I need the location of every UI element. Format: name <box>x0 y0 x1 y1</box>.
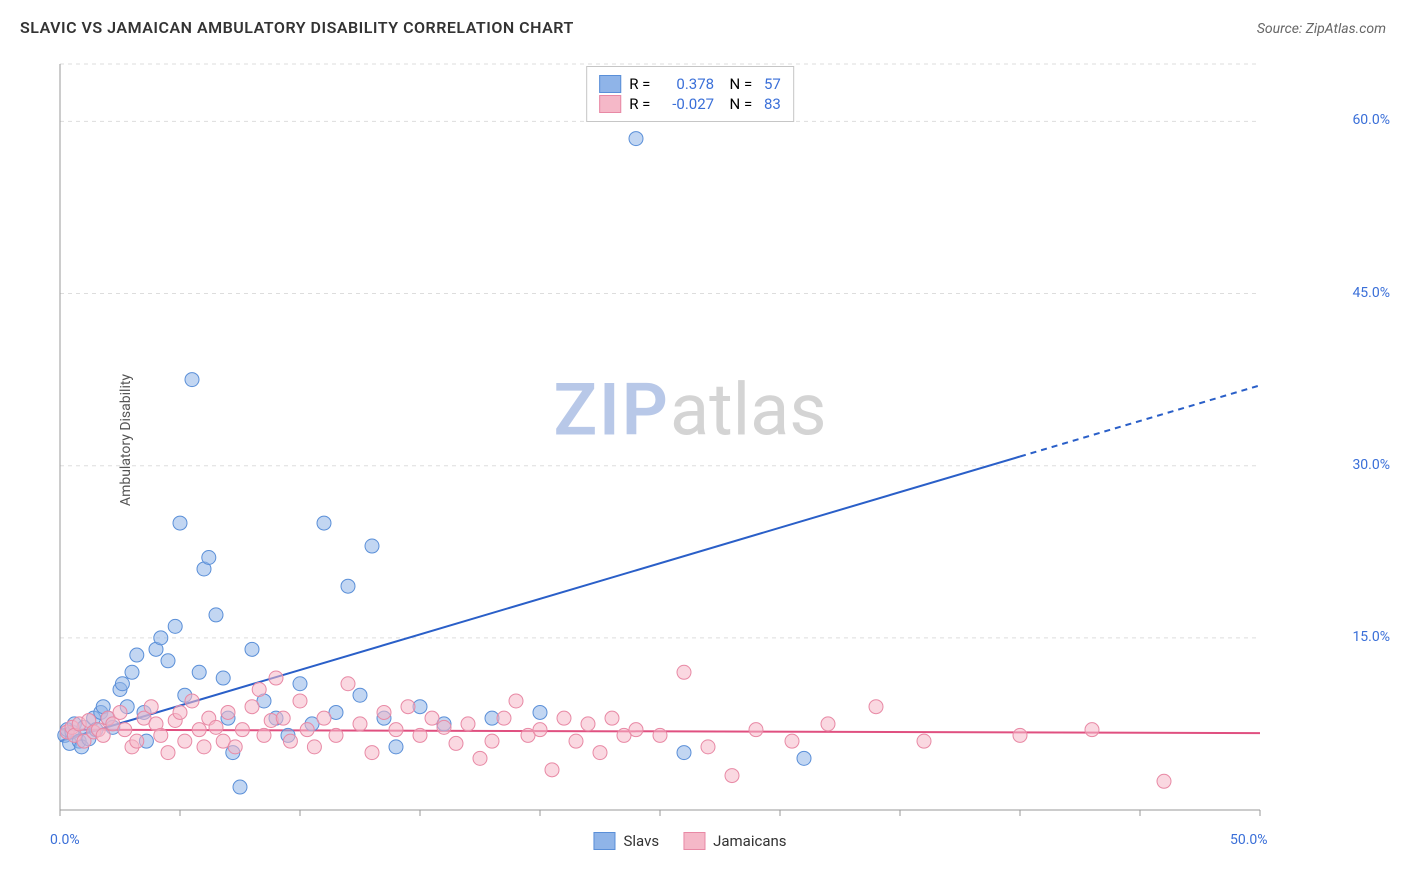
legend-top-container: R = 0.378 N = 57R = -0.027 N = 83 <box>586 66 794 122</box>
legend-r-label: R = <box>629 95 654 113</box>
chart-header: SLAVIC VS JAMAICAN AMBULATORY DISABILITY… <box>20 18 1386 37</box>
swatch-slavs <box>593 832 615 850</box>
legend-n-value: 83 <box>764 95 781 113</box>
plot-area: Ambulatory Disability ZIPatlas R = 0.378… <box>50 60 1330 820</box>
source-attribution: Source: ZipAtlas.com <box>1257 21 1386 37</box>
y-tick-label: 60.0% <box>1352 112 1390 128</box>
legend-item-slavs: Slavs <box>593 832 659 850</box>
legend-top-row: R = -0.027 N = 83 <box>599 95 781 113</box>
legend-label-slavs: Slavs <box>623 832 659 850</box>
y-axis-label: Ambulatory Disability <box>118 374 134 506</box>
legend-n-label: N = <box>722 95 756 113</box>
x-tick-label-min: 0.0% <box>50 832 80 848</box>
y-tick-label: 30.0% <box>1352 457 1390 473</box>
legend-r-value: 0.378 <box>662 75 714 93</box>
x-tick-label-max: 50.0% <box>1230 832 1268 848</box>
legend-top: R = 0.378 N = 57R = -0.027 N = 83 <box>586 66 794 122</box>
legend-swatch <box>599 95 621 113</box>
chart-svg <box>50 60 1330 820</box>
legend-n-value: 57 <box>764 75 781 93</box>
legend-label-jamaicans: Jamaicans <box>713 832 786 850</box>
swatch-jamaicans <box>683 832 705 850</box>
y-tick-label: 15.0% <box>1352 629 1390 645</box>
legend-bottom: Slavs Jamaicans <box>593 832 786 850</box>
legend-top-row: R = 0.378 N = 57 <box>599 75 781 93</box>
legend-n-label: N = <box>722 75 756 93</box>
chart-title: SLAVIC VS JAMAICAN AMBULATORY DISABILITY… <box>20 18 574 37</box>
legend-r-value: -0.027 <box>662 95 714 113</box>
legend-item-jamaicans: Jamaicans <box>683 832 786 850</box>
legend-swatch <box>599 75 621 93</box>
legend-r-label: R = <box>629 75 654 93</box>
y-tick-label: 45.0% <box>1352 285 1390 301</box>
